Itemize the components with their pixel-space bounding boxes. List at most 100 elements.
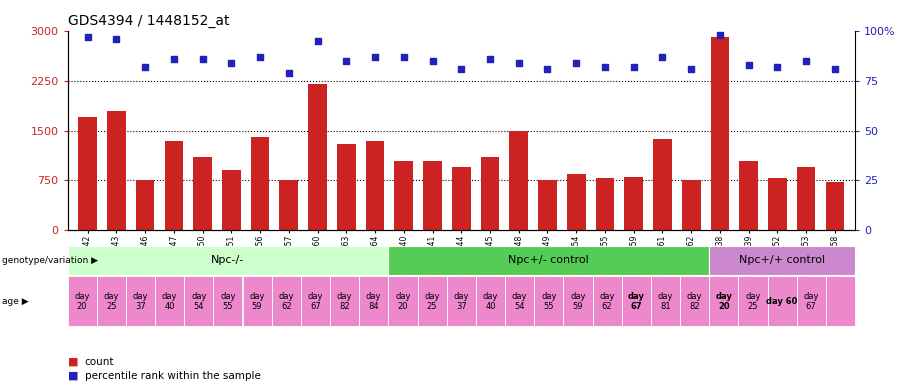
Bar [567, 174, 586, 230]
Point [339, 58, 354, 64]
Text: day
67: day 67 [308, 292, 323, 311]
Text: day
62: day 62 [278, 292, 294, 311]
Bar [418, 276, 446, 326]
Bar [251, 137, 269, 230]
Bar [194, 157, 212, 230]
Text: Npc+/+ control: Npc+/+ control [739, 255, 825, 265]
Bar [423, 161, 442, 230]
Text: day
82: day 82 [337, 292, 352, 311]
Point [109, 36, 123, 42]
Point [195, 56, 210, 62]
Text: genotype/variation ▶: genotype/variation ▶ [2, 256, 98, 265]
Text: ■: ■ [68, 371, 79, 381]
Text: day
81: day 81 [658, 292, 673, 311]
Bar [359, 276, 388, 326]
Point [511, 60, 526, 66]
Text: day
54: day 54 [191, 292, 206, 311]
Point [454, 66, 468, 72]
Bar [242, 276, 272, 326]
Bar [446, 276, 476, 326]
Bar [651, 276, 680, 326]
Bar [388, 246, 709, 275]
Bar [682, 180, 700, 230]
Bar [78, 117, 97, 230]
Bar [796, 167, 815, 230]
Point [80, 34, 94, 40]
Bar [653, 139, 671, 230]
Text: day
37: day 37 [454, 292, 469, 311]
Point [426, 58, 440, 64]
Bar [184, 276, 213, 326]
Point [799, 58, 814, 64]
Bar [768, 276, 796, 326]
Bar [826, 276, 855, 326]
Text: day
20: day 20 [716, 292, 733, 311]
Bar [68, 246, 388, 275]
Text: day
59: day 59 [571, 292, 586, 311]
Point [713, 31, 727, 38]
Bar [596, 179, 615, 230]
Bar [709, 246, 855, 275]
Point [655, 54, 670, 60]
Text: day
20: day 20 [75, 292, 90, 311]
Point [253, 54, 267, 60]
Text: day
59: day 59 [249, 292, 265, 311]
Bar [222, 170, 240, 230]
Text: Npc+/- control: Npc+/- control [508, 255, 590, 265]
Bar [739, 161, 758, 230]
Text: ■: ■ [68, 357, 79, 367]
Bar [625, 177, 643, 230]
Point [224, 60, 238, 66]
Point [138, 64, 152, 70]
Text: age ▶: age ▶ [2, 297, 29, 306]
Point [828, 66, 842, 72]
Point [368, 54, 382, 60]
Point [166, 56, 181, 62]
Point [569, 60, 583, 66]
Bar [136, 180, 155, 230]
Point [598, 64, 612, 70]
Point [626, 64, 641, 70]
Text: day 60: day 60 [767, 297, 797, 306]
Bar [476, 276, 505, 326]
Point [310, 38, 325, 44]
Bar [563, 276, 592, 326]
Text: day
82: day 82 [687, 292, 702, 311]
Text: day
55: day 55 [220, 292, 236, 311]
Point [540, 66, 554, 72]
Bar [96, 276, 126, 326]
Point [742, 61, 756, 68]
Bar [68, 276, 96, 326]
Bar [126, 276, 155, 326]
Bar [622, 276, 651, 326]
Bar [330, 276, 359, 326]
Bar [337, 144, 356, 230]
Bar [107, 111, 126, 230]
Point [282, 70, 296, 76]
Text: day
20: day 20 [395, 292, 410, 311]
Bar [308, 84, 327, 230]
Text: day
25: day 25 [424, 292, 440, 311]
Text: day
67: day 67 [804, 292, 819, 311]
Bar [711, 37, 729, 230]
Point [770, 64, 785, 70]
Text: day
55: day 55 [541, 292, 556, 311]
Text: Npc-/-: Npc-/- [212, 255, 245, 265]
Text: GDS4394 / 1448152_at: GDS4394 / 1448152_at [68, 14, 229, 28]
Bar [825, 182, 844, 230]
Text: count: count [85, 357, 114, 367]
Text: day
54: day 54 [512, 292, 527, 311]
Bar [165, 141, 184, 230]
Bar [388, 276, 418, 326]
Bar [155, 276, 184, 326]
Point [397, 54, 411, 60]
Bar [272, 276, 301, 326]
Bar [213, 276, 242, 326]
Bar [768, 179, 787, 230]
Bar [301, 276, 330, 326]
Bar [538, 180, 557, 230]
Bar [509, 131, 528, 230]
Bar [738, 276, 768, 326]
Point [684, 66, 698, 72]
Text: day
40: day 40 [482, 292, 499, 311]
